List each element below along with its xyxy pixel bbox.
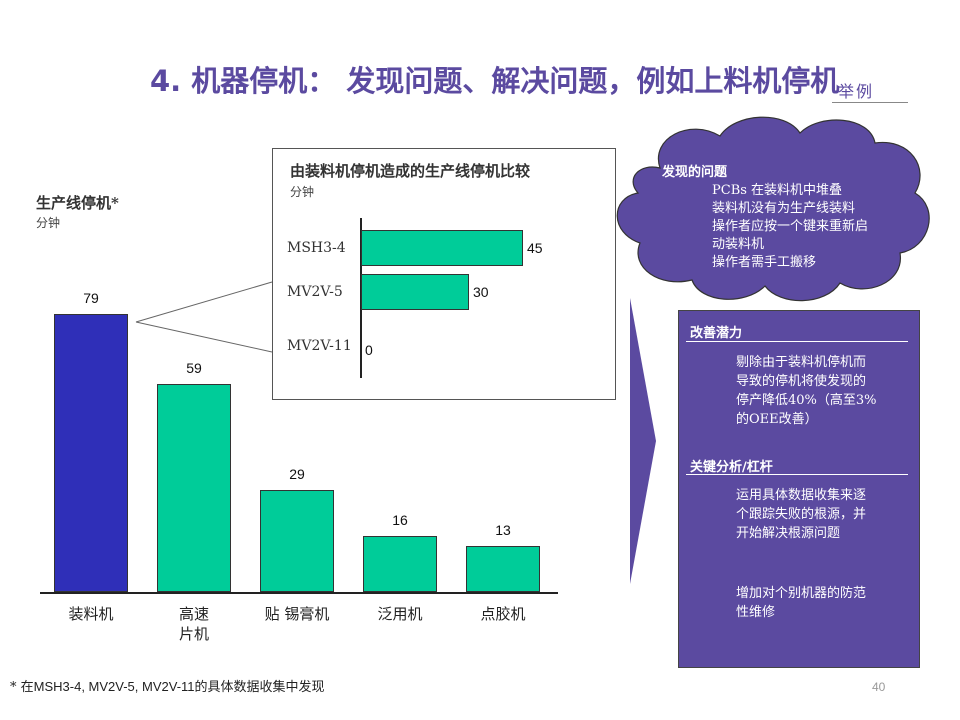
panel-divider-1 (686, 341, 908, 342)
example-stamp: 举例 (838, 82, 875, 101)
panel-heading-potential: 改善潜力 (690, 326, 743, 341)
improvement-panel (678, 310, 920, 668)
panel-levers-line-2: 个跟踪失败的根源，并 (736, 507, 867, 522)
panel-levers-line-3: 开始解决根源问题 (736, 526, 841, 541)
main-chart-unit: 分钟 (36, 216, 61, 230)
panel-divider-2 (686, 474, 908, 475)
cloud-line-1: PCBs 在装料机中堆叠 (712, 183, 843, 198)
footnote-machines: MSH3-4, MV2V-5, MV2V-11 (33, 679, 195, 694)
panel-heading-levers: 关键分析/杠杆 (690, 460, 773, 475)
cloud-heading: 发现的问题 (662, 165, 728, 180)
cloud-line-3: 操作者应按一个键来重新启 (712, 219, 869, 234)
cloud-line-5: 操作者需手工搬移 (712, 255, 817, 270)
inset-chart-unit: 分钟 (290, 185, 315, 199)
footnote: * 在MSH3-4, MV2V-5, MV2V-11的具体数据收集中发现 (10, 676, 325, 695)
panel-levers-line-5: 性维修 (736, 605, 776, 620)
cloud-line-4: 动装料机 (712, 237, 765, 252)
panel-potential-line-3: 停产降低40%（高至3% (736, 393, 877, 408)
problem-cloud (616, 116, 930, 302)
panel-levers-line-1: 运用具体数据收集来逐 (736, 488, 867, 503)
panel-potential-line-2: 导致的停机将使发现的 (736, 374, 867, 389)
inset-chart-title: 由装料机停机造成的生产线停机比较 (290, 162, 531, 180)
panel-potential-line-4: 的OEE改善） (736, 412, 818, 427)
panel-potential-line-1: 剔除由于装料机停机而 (736, 355, 867, 370)
chevron-arrow-icon (630, 298, 656, 584)
main-chart-ylabel: 生产线停机* (36, 194, 119, 212)
panel-levers-line-4: 增加对个别机器的防范 (736, 586, 867, 601)
stamp-underline (832, 102, 908, 103)
page-number: 40 (872, 680, 886, 694)
cloud-line-2: 装料机没有为生产线装料 (712, 201, 856, 216)
footnote-suffix: 的具体数据收集中发现 (194, 680, 325, 695)
inset-chart-frame (272, 148, 616, 400)
footnote-prefix: * 在 (10, 680, 34, 695)
page-title: 4. 机器停机： 发现问题、解决问题，例如上料机停机 (150, 64, 840, 98)
